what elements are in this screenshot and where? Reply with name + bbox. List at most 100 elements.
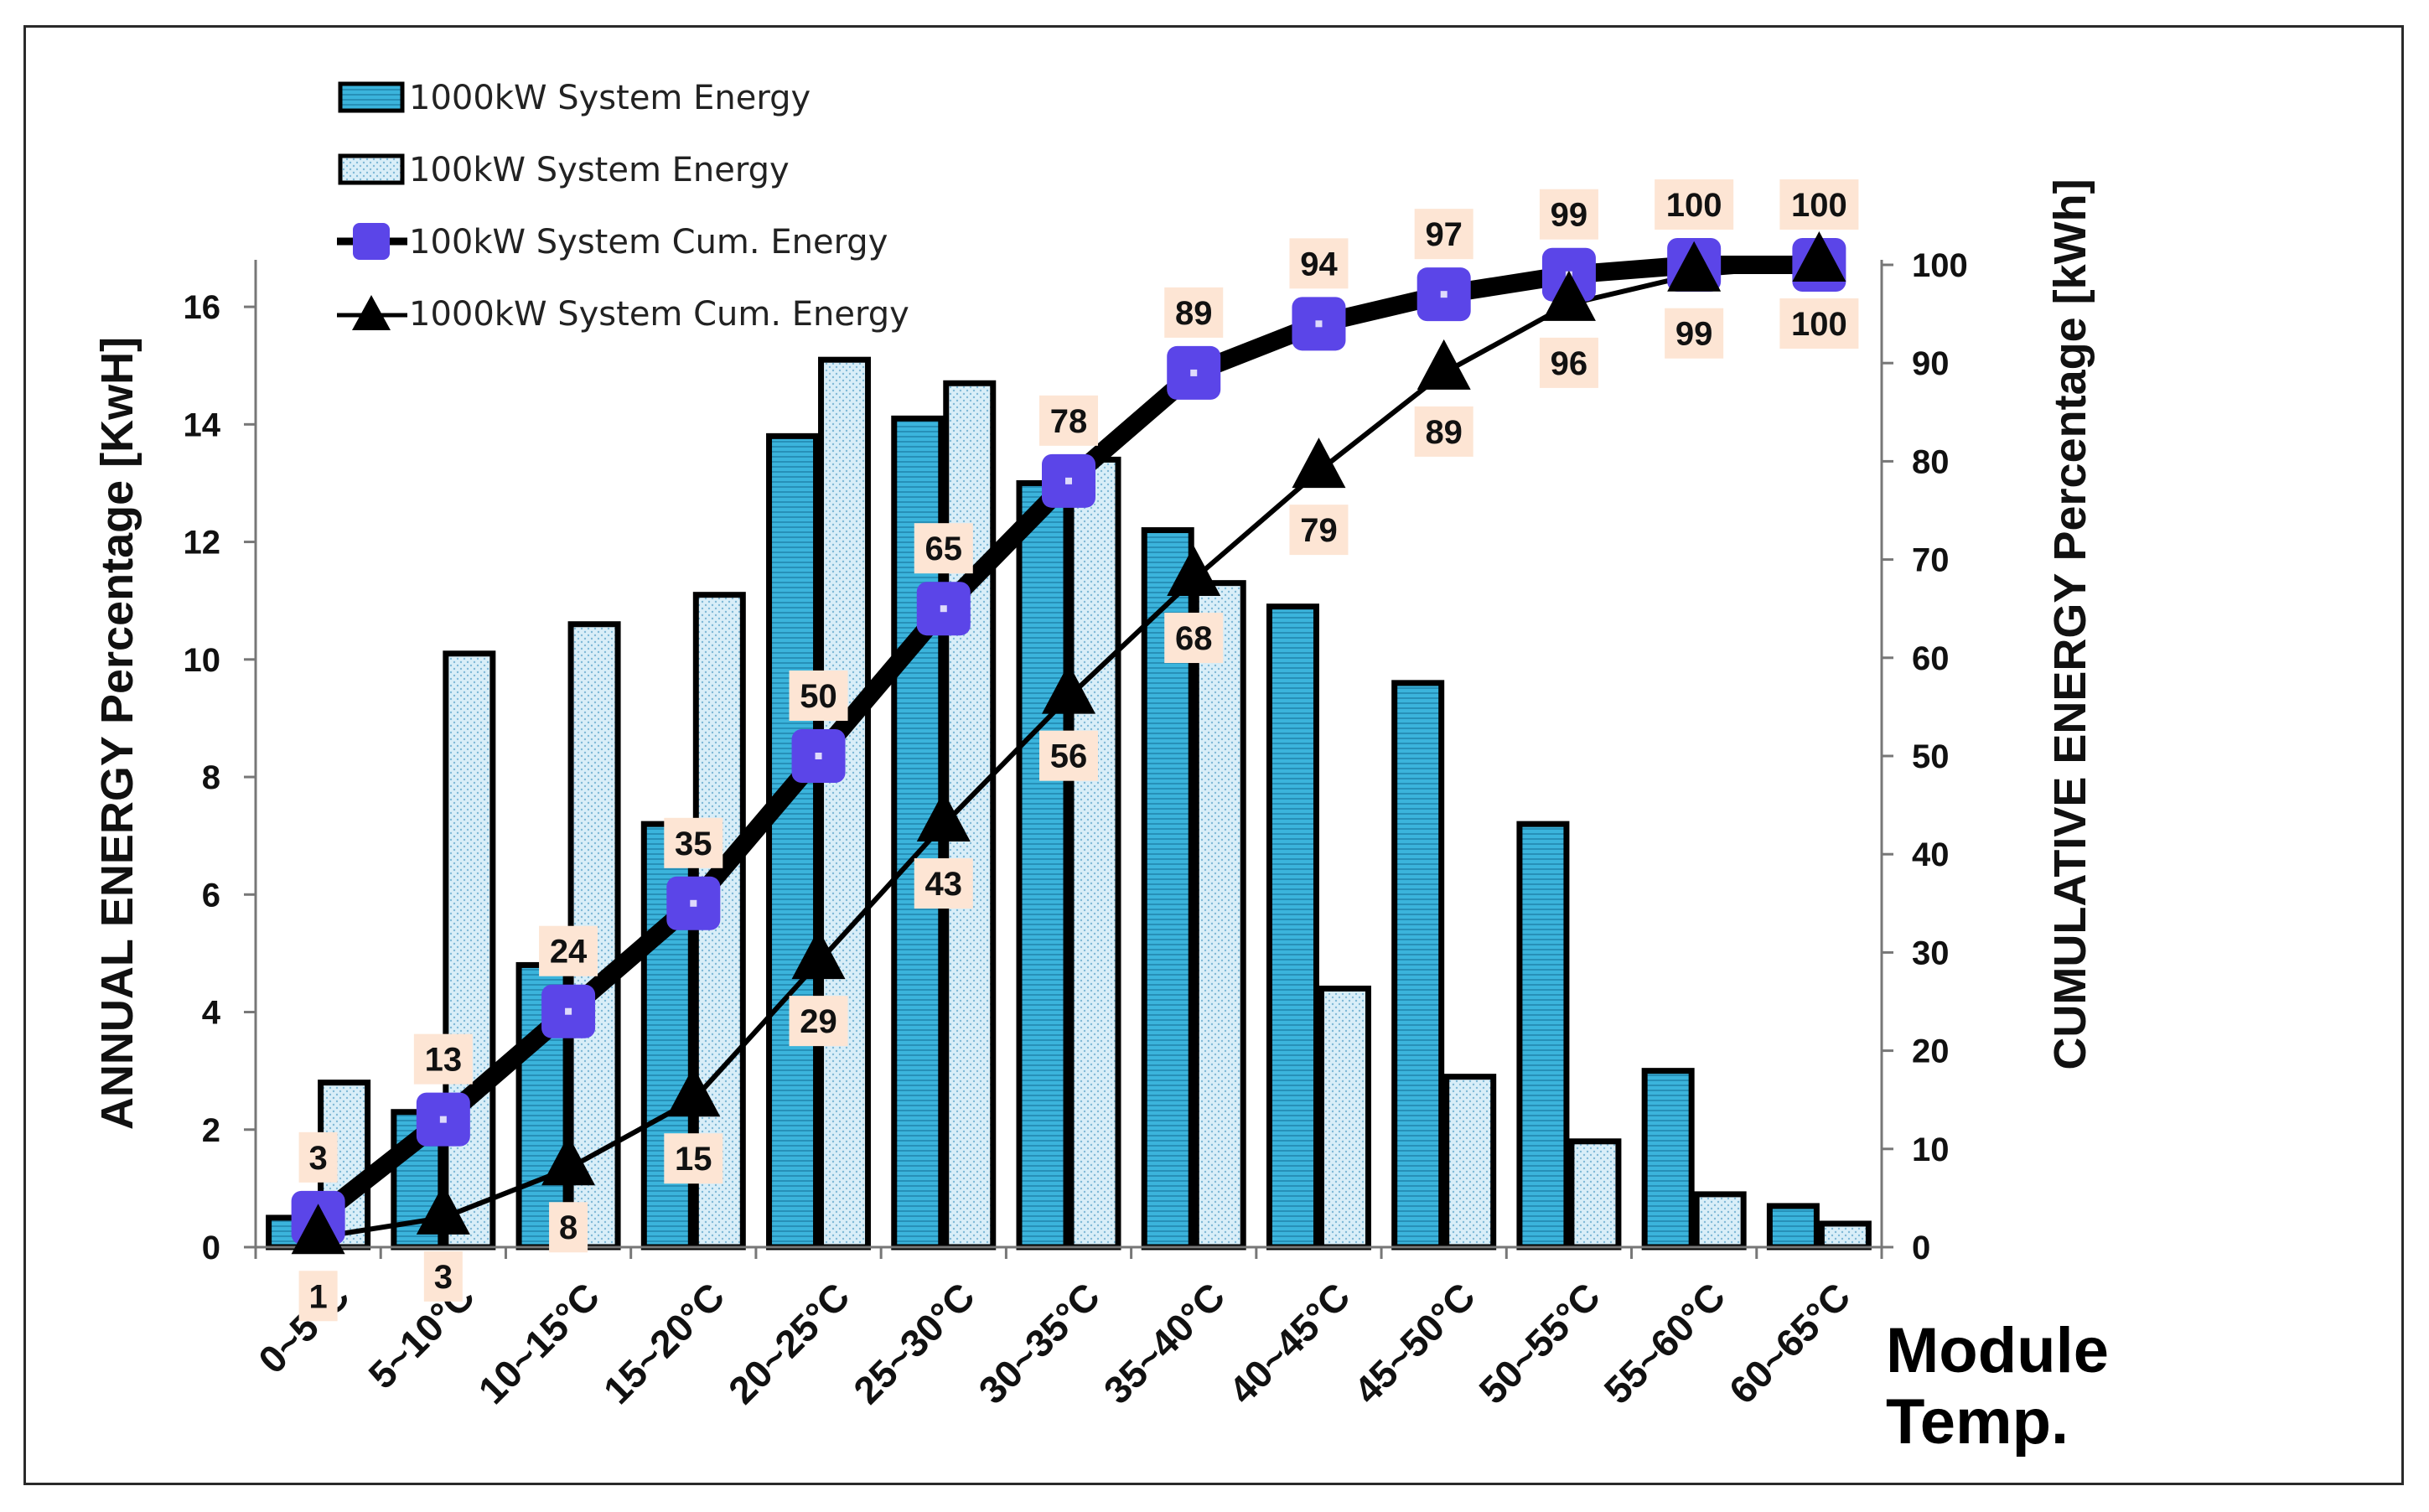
data-label-100kw-cum: 65 <box>925 531 963 567</box>
y2-tick-label: 0 <box>1912 1230 1930 1266</box>
y2-tick-label: 90 <box>1912 345 1950 382</box>
marker-100kw-cum-center <box>690 899 697 907</box>
marker-1000kw-cum <box>1167 546 1221 597</box>
y2-tick-label: 20 <box>1912 1033 1950 1070</box>
data-label-100kw-cum-bg <box>1539 189 1598 240</box>
data-label-100kw-cum: 78 <box>1050 403 1088 440</box>
bar-1000kw <box>1391 680 1445 1251</box>
y2-tick-label: 100 <box>1912 247 1968 284</box>
data-label-1000kw-cum: 99 <box>1675 316 1713 353</box>
data-label-100kw-cum-bg <box>298 1131 338 1183</box>
data-label-100kw-cum-bg <box>1779 179 1859 230</box>
x-tick-label: 40~45°C <box>1220 1274 1359 1412</box>
marker-1000kw-cum <box>416 1183 470 1235</box>
data-label-1000kw-cum-bg <box>664 1133 723 1184</box>
x-tick-label: 55~60°C <box>1596 1274 1734 1412</box>
data-label-100kw-cum-bg <box>914 523 973 574</box>
data-label-100kw-cum-bg <box>1414 209 1473 260</box>
marker-100kw-cum-center <box>1065 477 1072 484</box>
data-label-100kw-cum: 97 <box>1425 216 1463 253</box>
x-tick-label: 60~65°C <box>1721 1274 1859 1412</box>
marker-1000kw-cum <box>1792 231 1846 282</box>
bar-100kw <box>1193 580 1246 1251</box>
x-tick-label: 25~30°C <box>845 1274 983 1412</box>
x-tick-label: 30~35°C <box>970 1274 1108 1412</box>
data-label-1000kw-cum-bg <box>1779 298 1859 349</box>
y2-tick-label: 60 <box>1912 640 1950 677</box>
marker-100kw-cum-center <box>1440 291 1448 298</box>
y-tick-label: 6 <box>202 877 220 914</box>
bar-100kw <box>1318 985 1371 1251</box>
y-tick-label: 4 <box>202 995 221 1032</box>
data-label-1000kw-cum: 3 <box>434 1259 453 1296</box>
marker-1000kw-cum <box>1042 663 1095 714</box>
legend-label-100kw-cum: 100kW System Cum. Energy <box>409 223 888 261</box>
bar-100kw <box>1568 1138 1622 1251</box>
legend: 1000kW System Energy 100kW System Energy… <box>337 79 909 334</box>
bar-1000kw <box>515 961 569 1251</box>
legend-swatch-1000kw-bar <box>338 81 405 113</box>
data-label-1000kw-cum: 68 <box>1175 620 1213 657</box>
y-tick-label: 10 <box>184 642 221 679</box>
y-tick-label: 8 <box>202 759 220 796</box>
x-axis-title-line1: Module <box>1886 1315 2109 1386</box>
data-label-100kw-cum: 35 <box>675 826 712 862</box>
bar-1000kw <box>1266 603 1319 1251</box>
marker-1000kw-cum <box>1667 241 1722 292</box>
data-label-100kw-cum-bg <box>789 671 848 721</box>
bar-1000kw <box>1516 821 1570 1251</box>
marker-1000kw-cum <box>666 1066 721 1117</box>
data-label-100kw-cum-bg <box>413 1033 473 1085</box>
data-label-100kw-cum: 3 <box>308 1140 327 1177</box>
data-label-1000kw-cum-bg <box>1289 505 1349 556</box>
marker-1000kw-cum <box>1541 270 1596 321</box>
legend-marker-1000kw-cum <box>352 295 391 330</box>
y-tick-label: 14 <box>184 406 221 443</box>
legend-label-100kw-bar: 100kW System Energy <box>409 151 790 189</box>
data-label-1000kw-cum-bg <box>1039 730 1098 781</box>
y2-tick-label: 30 <box>1912 935 1950 971</box>
data-label-1000kw-cum-bg <box>914 858 973 909</box>
data-label-1000kw-cum: 29 <box>800 1003 837 1040</box>
x-tick-label: 45~50°C <box>1345 1274 1484 1412</box>
data-label-100kw-cum: 13 <box>425 1042 463 1079</box>
marker-100kw-cum-center <box>1190 369 1198 376</box>
data-label-1000kw-cum-bg <box>1414 406 1473 457</box>
marker-100kw-cum-center <box>940 605 947 613</box>
x-tick-label: 10~15°C <box>470 1274 609 1412</box>
data-label-100kw-cum-bg <box>1039 395 1098 446</box>
y2-tick-label: 10 <box>1912 1131 1950 1168</box>
data-label-100kw-cum: 94 <box>1300 246 1338 282</box>
legend-label-1000kw-bar: 1000kW System Energy <box>409 79 811 117</box>
data-label-100kw-cum-bg <box>539 925 598 976</box>
bar-1000kw <box>1641 1068 1695 1251</box>
data-label-1000kw-cum: 79 <box>1300 512 1338 549</box>
data-label-1000kw-cum: 43 <box>925 866 963 903</box>
data-label-1000kw-cum-bg <box>789 996 848 1047</box>
bar-1000kw <box>1766 1203 1820 1251</box>
legend-label-1000kw-cum: 1000kW System Cum. Energy <box>409 295 909 334</box>
y-axis-title: ANNUAL ENERGY Percentage [KwH] <box>92 337 142 1130</box>
marker-1000kw-cum <box>291 1204 345 1255</box>
marker-1000kw-cum <box>541 1135 596 1186</box>
data-label-1000kw-cum-bg <box>1164 613 1224 664</box>
data-label-1000kw-cum-bg <box>1665 308 1724 359</box>
data-label-100kw-cum: 100 <box>1791 187 1847 224</box>
x-tick-label: 20~25°C <box>720 1274 858 1412</box>
data-label-1000kw-cum: 100 <box>1791 306 1847 343</box>
y-tick-label: 2 <box>202 1112 220 1149</box>
legend-swatch-100kw-bar <box>338 153 405 185</box>
bar-100kw <box>1818 1220 1872 1251</box>
bar-100kw <box>1068 456 1121 1251</box>
y2-tick-label: 40 <box>1912 836 1950 873</box>
data-label-1000kw-cum-bg <box>549 1202 588 1253</box>
x-axis-title-line2: Temp. <box>1886 1386 2069 1458</box>
data-label-1000kw-cum: 96 <box>1551 345 1588 382</box>
bar-1000kw <box>1016 479 1069 1251</box>
y-tick-label: 0 <box>202 1230 220 1266</box>
data-label-100kw-cum: 24 <box>550 934 588 971</box>
data-label-100kw-cum-bg <box>1655 179 1734 230</box>
data-label-100kw-cum: 89 <box>1175 295 1213 332</box>
marker-1000kw-cum <box>1416 339 1471 390</box>
bar-100kw <box>1443 1074 1497 1251</box>
